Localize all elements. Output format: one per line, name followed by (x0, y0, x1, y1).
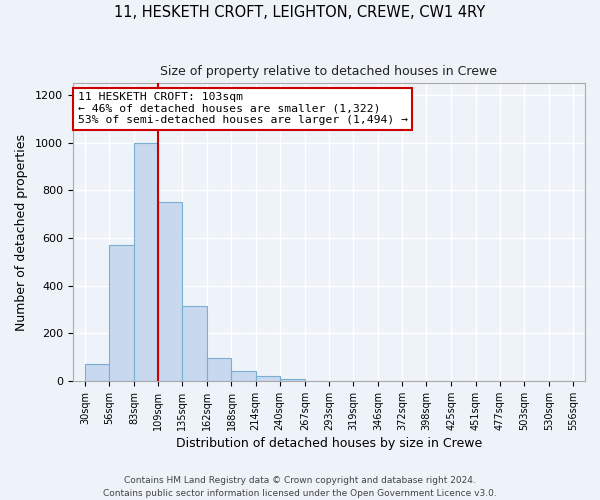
Text: Contains HM Land Registry data © Crown copyright and database right 2024.
Contai: Contains HM Land Registry data © Crown c… (103, 476, 497, 498)
Bar (134, 143, 158, 381)
Bar (85, 364, 109, 381)
Title: Size of property relative to detached houses in Crewe: Size of property relative to detached ho… (160, 65, 497, 78)
Bar (208, 358, 232, 381)
Bar (158, 202, 182, 381)
Text: 11 HESKETH CROFT: 103sqm
← 46% of detached houses are smaller (1,322)
53% of sem: 11 HESKETH CROFT: 103sqm ← 46% of detach… (78, 92, 408, 126)
X-axis label: Distribution of detached houses by size in Crewe: Distribution of detached houses by size … (176, 437, 482, 450)
Bar (256, 376, 280, 381)
Bar (280, 378, 305, 381)
Bar (182, 306, 208, 381)
Bar (109, 245, 134, 381)
Bar (232, 372, 256, 381)
Y-axis label: Number of detached properties: Number of detached properties (15, 134, 28, 330)
Text: 11, HESKETH CROFT, LEIGHTON, CREWE, CW1 4RY: 11, HESKETH CROFT, LEIGHTON, CREWE, CW1 … (115, 5, 485, 20)
